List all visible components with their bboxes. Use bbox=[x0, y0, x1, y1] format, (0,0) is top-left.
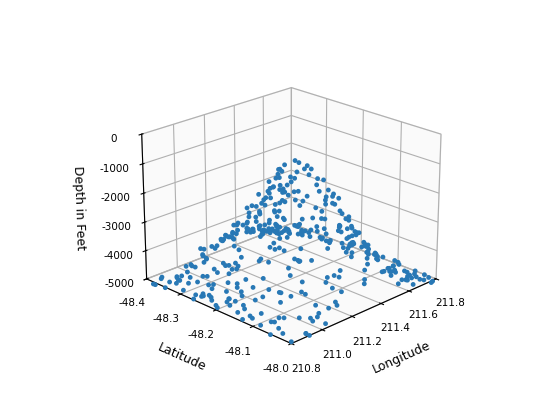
X-axis label: Longitude: Longitude bbox=[370, 339, 432, 375]
Y-axis label: Latitude: Latitude bbox=[155, 341, 208, 373]
